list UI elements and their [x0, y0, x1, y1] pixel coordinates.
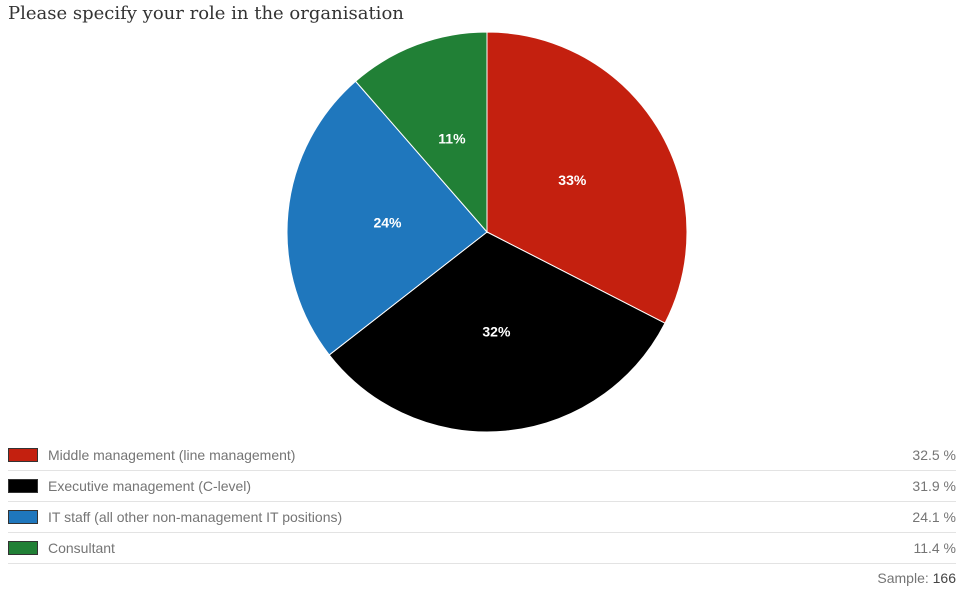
slice-label: 24% — [373, 214, 402, 230]
legend-value: 24.1 % — [912, 509, 956, 525]
legend-swatch — [8, 479, 38, 493]
legend-label: Executive management (C-level) — [48, 478, 252, 494]
legend-swatch — [8, 510, 38, 524]
legend-value: 32.5 % — [912, 447, 956, 463]
chart-title: Please specify your role in the organisa… — [8, 3, 404, 24]
legend-label: Consultant — [48, 540, 115, 556]
legend: Middle management (line management) 32.5… — [8, 440, 956, 564]
pie-chart: 33% 32% 24% 11% — [286, 31, 688, 433]
pie-slice — [286, 80, 488, 356]
legend-swatch — [8, 541, 38, 555]
legend-row: Consultant 11.4 % — [8, 533, 956, 564]
pie-slice — [328, 231, 666, 433]
slice-label: 11% — [438, 130, 466, 146]
sample-value: 166 — [932, 570, 956, 586]
sample-size: Sample: 166 — [877, 570, 956, 586]
legend-row: IT staff (all other non-management IT po… — [8, 502, 956, 533]
slice-label: 33% — [558, 172, 587, 188]
legend-value: 31.9 % — [912, 478, 956, 494]
legend-label: IT staff (all other non-management IT po… — [48, 509, 343, 525]
slice-label: 32% — [482, 324, 511, 340]
legend-row: Executive management (C-level) 31.9 % — [8, 471, 956, 502]
legend-row: Middle management (line management) 32.5… — [8, 440, 956, 471]
legend-value: 11.4 % — [913, 540, 956, 556]
sample-label: Sample: — [877, 570, 929, 586]
legend-swatch — [8, 448, 38, 462]
pie-slice — [354, 31, 488, 234]
legend-label: Middle management (line management) — [48, 447, 296, 463]
pie-slice — [486, 31, 688, 324]
